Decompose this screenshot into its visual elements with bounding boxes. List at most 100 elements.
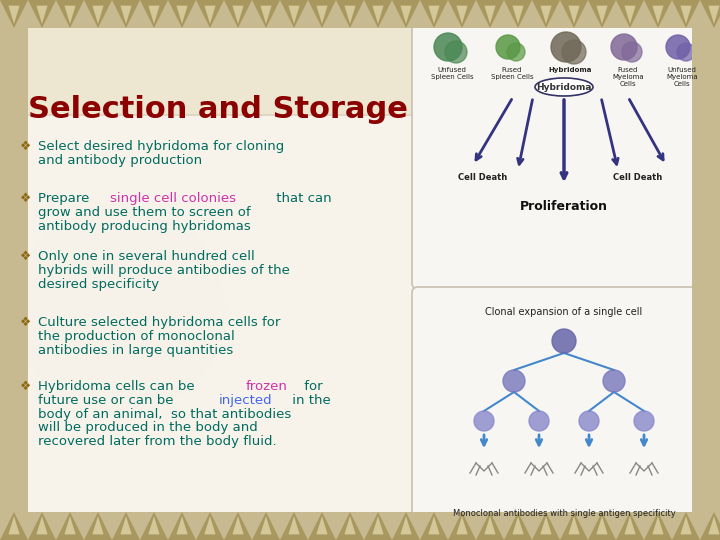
Polygon shape xyxy=(476,512,504,540)
Polygon shape xyxy=(372,5,384,24)
Circle shape xyxy=(579,411,599,431)
Text: Clonal expansion of a single cell: Clonal expansion of a single cell xyxy=(485,307,643,317)
Circle shape xyxy=(634,411,654,431)
Polygon shape xyxy=(316,5,328,24)
Polygon shape xyxy=(196,512,224,540)
Polygon shape xyxy=(560,0,588,28)
Polygon shape xyxy=(336,512,364,540)
Polygon shape xyxy=(392,0,420,28)
Polygon shape xyxy=(280,512,308,540)
Circle shape xyxy=(611,34,637,60)
Polygon shape xyxy=(148,5,160,24)
Polygon shape xyxy=(652,516,664,535)
Circle shape xyxy=(666,35,690,59)
Polygon shape xyxy=(504,512,532,540)
Polygon shape xyxy=(456,5,467,24)
Polygon shape xyxy=(392,512,420,540)
Polygon shape xyxy=(344,516,356,535)
Text: desired specificity: desired specificity xyxy=(38,278,159,291)
Polygon shape xyxy=(568,516,580,535)
Text: future use or can be: future use or can be xyxy=(38,394,178,407)
FancyBboxPatch shape xyxy=(412,19,716,289)
Text: Hybridoma: Hybridoma xyxy=(536,83,592,91)
Polygon shape xyxy=(148,516,160,535)
Polygon shape xyxy=(400,5,412,24)
Text: will be produced in the body and: will be produced in the body and xyxy=(38,421,258,434)
Text: for: for xyxy=(300,380,323,393)
Polygon shape xyxy=(224,0,252,28)
Text: Fused
Myeloma
Cells: Fused Myeloma Cells xyxy=(612,67,644,87)
Polygon shape xyxy=(204,516,215,535)
Polygon shape xyxy=(64,5,76,24)
Polygon shape xyxy=(64,516,76,535)
Polygon shape xyxy=(428,516,440,535)
Text: the production of monoclonal: the production of monoclonal xyxy=(38,330,235,343)
Text: and antibody production: and antibody production xyxy=(38,154,202,167)
Polygon shape xyxy=(596,5,608,24)
Polygon shape xyxy=(112,512,140,540)
Polygon shape xyxy=(120,516,132,535)
Polygon shape xyxy=(372,516,384,535)
Polygon shape xyxy=(485,5,495,24)
Polygon shape xyxy=(280,0,308,28)
Circle shape xyxy=(552,329,576,353)
Text: Hybridoma: Hybridoma xyxy=(549,67,592,73)
Polygon shape xyxy=(560,512,588,540)
Polygon shape xyxy=(616,0,644,28)
Polygon shape xyxy=(261,516,271,535)
Polygon shape xyxy=(196,0,224,28)
Polygon shape xyxy=(56,512,84,540)
Polygon shape xyxy=(532,512,560,540)
Polygon shape xyxy=(308,0,336,28)
Text: recovered later from the body fluid.: recovered later from the body fluid. xyxy=(38,435,276,448)
Polygon shape xyxy=(708,516,719,535)
Polygon shape xyxy=(513,516,523,535)
FancyBboxPatch shape xyxy=(412,287,716,534)
Polygon shape xyxy=(344,5,356,24)
Polygon shape xyxy=(233,516,243,535)
FancyBboxPatch shape xyxy=(0,0,720,28)
Polygon shape xyxy=(652,5,664,24)
Polygon shape xyxy=(168,0,196,28)
Polygon shape xyxy=(9,516,19,535)
Text: ❖: ❖ xyxy=(20,192,31,205)
Polygon shape xyxy=(680,5,692,24)
Polygon shape xyxy=(84,0,112,28)
Circle shape xyxy=(562,40,586,64)
Text: single cell colonies: single cell colonies xyxy=(109,192,235,205)
Polygon shape xyxy=(233,5,243,24)
Polygon shape xyxy=(624,5,636,24)
Polygon shape xyxy=(252,512,280,540)
FancyBboxPatch shape xyxy=(0,115,423,525)
Polygon shape xyxy=(448,512,476,540)
Circle shape xyxy=(603,370,625,392)
Polygon shape xyxy=(112,0,140,28)
Text: Proliferation: Proliferation xyxy=(520,200,608,213)
Polygon shape xyxy=(400,516,412,535)
Polygon shape xyxy=(700,0,720,28)
FancyBboxPatch shape xyxy=(28,28,692,512)
Polygon shape xyxy=(644,0,672,28)
Text: Selection and Storage: Selection and Storage xyxy=(28,95,408,124)
Polygon shape xyxy=(308,512,336,540)
Polygon shape xyxy=(168,512,196,540)
Polygon shape xyxy=(420,0,448,28)
Circle shape xyxy=(434,33,462,61)
Polygon shape xyxy=(672,512,700,540)
Circle shape xyxy=(496,35,520,59)
Polygon shape xyxy=(588,512,616,540)
Circle shape xyxy=(445,41,467,63)
Text: Culture selected hybridoma cells for: Culture selected hybridoma cells for xyxy=(38,316,280,329)
Polygon shape xyxy=(56,0,84,28)
FancyBboxPatch shape xyxy=(0,512,720,540)
Circle shape xyxy=(551,32,581,62)
Polygon shape xyxy=(616,512,644,540)
Polygon shape xyxy=(84,512,112,540)
Polygon shape xyxy=(428,5,440,24)
Polygon shape xyxy=(485,516,495,535)
Polygon shape xyxy=(120,5,132,24)
Text: injected: injected xyxy=(218,394,272,407)
Polygon shape xyxy=(0,0,28,28)
Polygon shape xyxy=(289,516,300,535)
Polygon shape xyxy=(140,512,168,540)
